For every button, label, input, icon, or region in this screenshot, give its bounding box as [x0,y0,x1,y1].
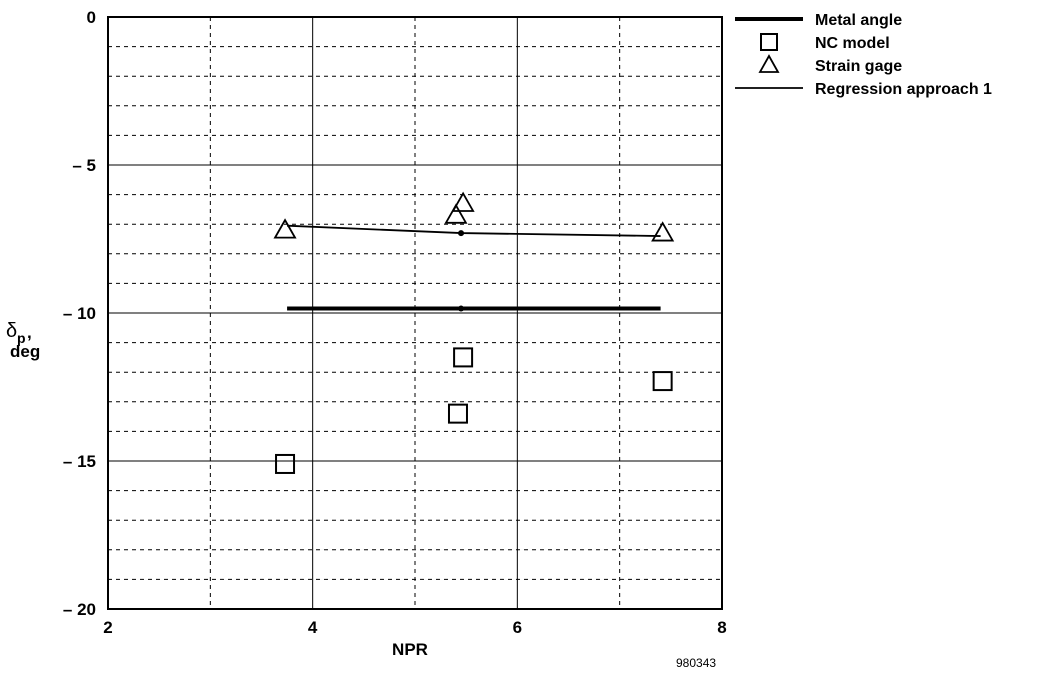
legend-label: NC model [815,35,890,52]
x-tick-label: 2 [103,618,112,637]
strain-gage-marker [651,221,675,242]
legend-label: Strain gage [815,58,902,75]
nc-model-marker [453,347,474,368]
legend-triangle-swatch [758,54,780,73]
legend-label: Metal angle [815,12,902,29]
legend-item: Regression approach 1 [735,81,992,98]
y-axis-symbol: δ [6,320,17,342]
figure-id: 980343 [676,656,716,670]
y-axis-unit: deg [10,342,40,361]
nc-model-marker [447,403,468,424]
y-tick-labels: 0 – 5 – 10 – 15 – 20 [63,8,96,619]
y-tick-label: – 10 [63,304,96,323]
legend-label: Regression approach 1 [815,81,992,98]
y-axis-separator: , [27,323,32,342]
x-axis-title: NPR [392,640,428,659]
y-axis-title: δ p , deg [6,320,40,361]
grid [108,17,722,609]
legend-square-swatch [760,33,778,51]
strain-gage-marker [444,203,468,224]
line-vertex-point [458,230,465,237]
series-nc-model [275,347,673,474]
x-tick-label: 8 [717,618,726,637]
x-tick-label: 4 [308,618,318,637]
y-tick-label: – 20 [63,600,96,619]
legend-item: Strain gage [758,54,902,75]
y-tick-label: 0 [87,8,96,27]
line-vertex-point [458,305,465,312]
y-axis-subscript: p [17,330,26,346]
x-tick-label: 6 [513,618,522,637]
series-strain-gage [273,191,675,242]
strain-gage-marker [451,191,475,212]
legend-item: Metal angle [735,12,902,29]
legend-item: NC model [760,33,890,52]
nc-model-marker [652,371,673,392]
minor-gridlines [108,17,722,609]
regression-line [287,224,661,237]
nc-model-marker [275,453,296,474]
major-gridlines [108,17,722,609]
y-tick-label: – 15 [63,452,96,471]
legend: Metal angle NC model Strain gage Regression… [735,12,992,98]
plot-frame [107,16,723,610]
strain-gage-marker [273,218,297,239]
x-tick-labels: 2 4 6 8 [103,618,726,637]
series-regression-approach-1 [287,224,661,237]
series-metal-angle [287,305,661,312]
y-tick-label: – 5 [72,156,96,175]
plot-series [273,191,675,474]
